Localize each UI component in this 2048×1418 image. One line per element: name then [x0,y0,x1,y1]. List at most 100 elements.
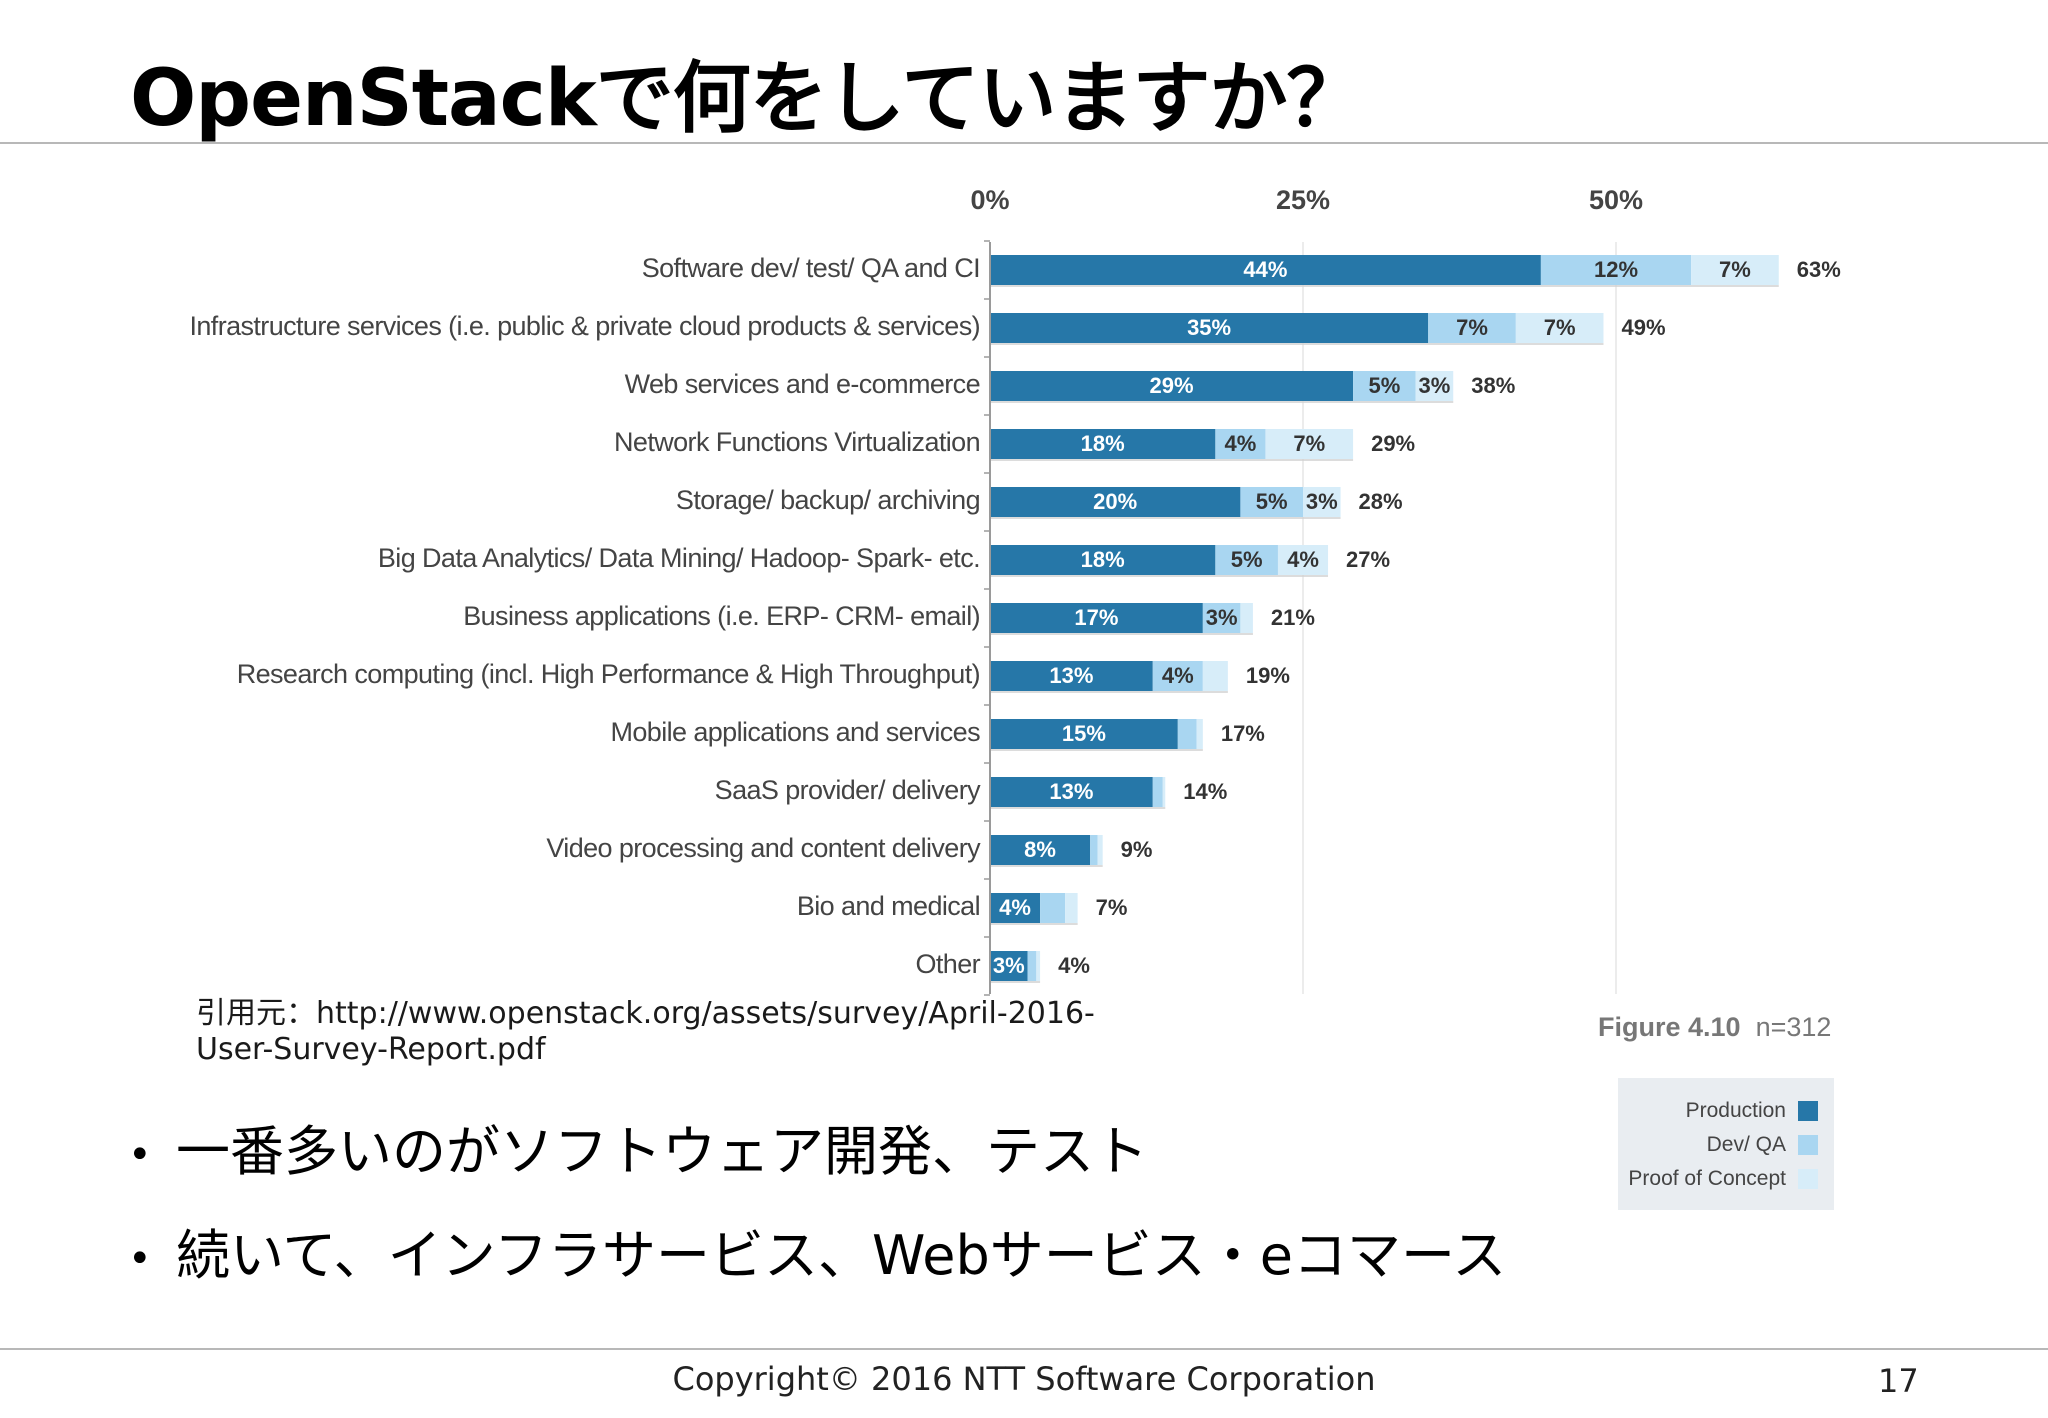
data-label: 4% [1287,547,1319,572]
legend-swatch-proof-of-concept [1798,1169,1818,1189]
bar-segment [1097,835,1103,865]
bullet-text: 一番多いのがソフトウェア開発、テスト [176,1120,1148,1183]
bar-segment [1515,313,1604,343]
bar-segment [1065,893,1078,923]
data-label: 7% [1293,431,1325,456]
bar-segment [990,603,1203,633]
total-label: 21% [1271,605,1315,630]
bar-segment [1090,835,1098,865]
bar-segment [990,429,1216,459]
bar-segment [1162,777,1166,807]
citation-line-2: User-Survey-Report.pdf [196,1032,546,1067]
bullet-dot: • [128,1236,152,1283]
data-label: 5% [1368,373,1400,398]
bar-segment [1428,313,1516,343]
data-label: 4% [999,895,1031,920]
total-label: 4% [1058,953,1090,978]
legend-label-proof-of-concept: Proof of Concept [1628,1167,1786,1190]
total-label: 27% [1346,547,1390,572]
data-label: 44% [1243,257,1287,282]
data-label: 4% [1162,663,1194,688]
legend-swatch-production [1798,1101,1818,1121]
bar-segment [990,545,1216,575]
data-label: 29% [1150,373,1194,398]
bullet-text: 続いて、インフラサービス、Webサービス・eコマース [176,1224,1507,1287]
bar-segment [990,719,1178,749]
bar-segment [990,951,1028,981]
legend-label-dev-qa: Dev/ QA [1706,1133,1786,1156]
data-label: 3% [993,953,1025,978]
category-label: Mobile applications and services [610,717,980,747]
x-tick-label: 25% [1276,185,1330,215]
total-label: 14% [1183,779,1227,804]
category-label: Bio and medical [797,891,980,921]
bar-segment [1691,255,1779,285]
bar-segment [1240,487,1303,517]
data-label: 35% [1187,315,1231,340]
total-label: 38% [1471,373,1515,398]
category-label: Business applications (i.e. ERP- CRM- em… [463,601,980,631]
citation-line-1: 引用元：http://www.openstack.org/assets/surv… [196,996,1095,1031]
bar-segment [990,255,1541,285]
total-label: 7% [1096,895,1128,920]
bar-segment [1415,371,1454,401]
data-label: 5% [1256,489,1288,514]
data-label: 15% [1062,721,1106,746]
figure-label: Figure 4.10 [1598,1012,1741,1042]
bar-segment [1265,429,1354,459]
data-label: 13% [1049,779,1093,804]
bar-segment [1277,545,1329,575]
bar-segment [1303,487,1341,517]
bullet-list: • 一番多いのがソフトウェア開発、テスト • 続いて、インフラサービス、Webサービ… [128,1112,1506,1320]
data-label: 12% [1594,257,1638,282]
data-label: 13% [1049,663,1093,688]
category-label: Web services and e-commerce [625,369,980,399]
data-label: 7% [1719,257,1751,282]
category-label: SaaS provider/ delivery [715,775,981,805]
bar-segment [990,661,1153,691]
category-label: Video processing and content delivery [546,833,981,863]
data-label: 3% [1306,489,1338,514]
bullet-dot: • [128,1132,152,1179]
legend-label-production: Production [1685,1099,1786,1122]
data-label: 7% [1544,315,1576,340]
bar-segment [990,893,1041,923]
bar-segment [990,313,1429,343]
bar-segment [1202,603,1241,633]
sample-size: n=312 [1755,1012,1832,1042]
legend-item-proof-of-concept: Proof of Concept [1628,1164,1818,1194]
category-label: Storage/ backup/ archiving [676,485,980,515]
x-tick-label: 50% [1589,185,1643,215]
bar-segment [990,371,1354,401]
data-label: 4% [1225,431,1257,456]
bar-segment [1540,255,1692,285]
total-label: 29% [1371,431,1415,456]
header-divider [0,142,2048,144]
bar-segment [1353,371,1416,401]
data-label: 7% [1456,315,1488,340]
category-label: Network Functions Virtualization [614,427,980,457]
bar-segment [1215,429,1266,459]
bar-segment [1196,719,1203,749]
legend-swatch-dev-qa [1798,1135,1818,1155]
data-label: 20% [1093,489,1137,514]
total-label: 63% [1797,257,1841,282]
bullet-item: • 一番多いのがソフトウェア開発、テスト [128,1112,1506,1216]
bar-segment [1152,661,1203,691]
bar-chart: 0% 25% 50% Software dev/ test/ QA and CI 44%… [189,185,1841,996]
category-label: Infrastructure services (i.e. public & p… [189,311,980,341]
bar-segment [990,487,1241,517]
x-tick-label: 0% [970,185,1009,215]
data-label: 18% [1081,431,1125,456]
total-label: 19% [1246,663,1290,688]
data-label: 3% [1419,373,1451,398]
bar-segment [1177,719,1197,749]
bar-segment [1202,661,1228,691]
category-label: Software dev/ test/ QA and CI [642,253,980,283]
bullet-item: • 続いて、インフラサービス、Webサービス・eコマース [128,1216,1506,1320]
data-label: 3% [1206,605,1238,630]
legend-item-production: Production [1686,1096,1818,1126]
bar-segment [1040,893,1066,923]
citation: 引用元：http://www.openstack.org/assets/surv… [196,996,1095,1068]
category-label: Research computing (incl. High Performan… [237,659,980,689]
